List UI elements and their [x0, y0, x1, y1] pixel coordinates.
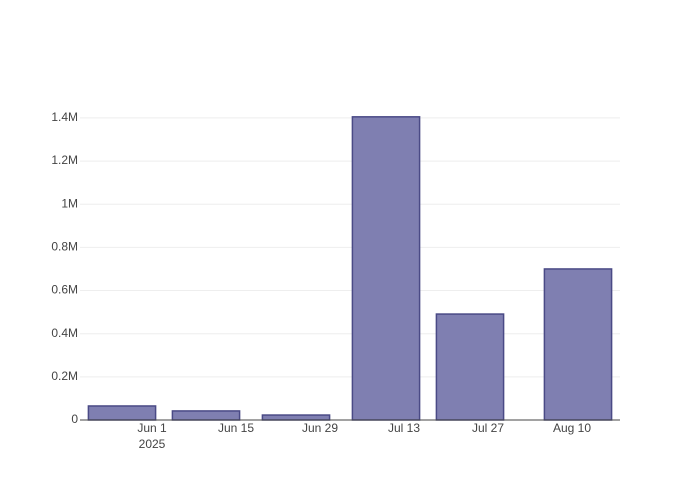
y-tick-label: 0.4M — [51, 326, 78, 340]
x-tick-label: Jun 15 — [218, 421, 254, 435]
x-tick-label: Aug 10 — [553, 421, 591, 435]
bar — [87, 405, 157, 421]
y-tick-label: 1M — [61, 196, 78, 210]
x-tick-label: Jun 1 — [137, 421, 167, 435]
bar — [351, 116, 421, 421]
y-tick-label: 0.6M — [51, 283, 78, 297]
y-tick-label: 1.2M — [51, 153, 78, 167]
bar — [171, 410, 241, 421]
x-tick-label: Jun 29 — [302, 421, 338, 435]
y-tick-label: 0.2M — [51, 369, 78, 383]
y-tick-label: 0.8M — [51, 240, 78, 254]
x-tick-label: Jul 27 — [472, 421, 504, 435]
y-tick-label: 0 — [71, 412, 78, 426]
bar — [261, 414, 331, 421]
y-tick-label: 1.4M — [51, 110, 78, 124]
bar — [543, 268, 613, 421]
bar — [435, 313, 505, 421]
x-tick-label: Jul 13 — [388, 421, 420, 435]
x-year-label: 2025 — [139, 437, 166, 451]
